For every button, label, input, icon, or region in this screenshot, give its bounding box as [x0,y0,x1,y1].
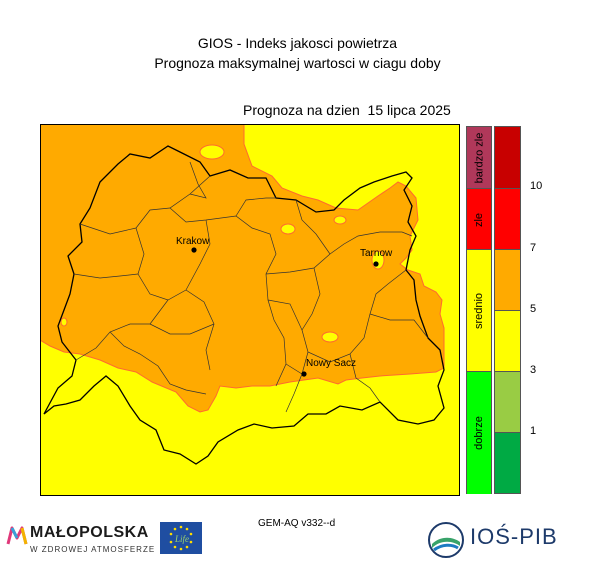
category-dobrze: dobrze [467,371,491,494]
scale-level [495,371,520,432]
ios-pib-name: IOŚ-PIB [470,524,558,549]
scale-tick: 7 [530,242,537,254]
eu-life-logo-icon: Life [160,522,202,554]
forecast-date: Prognoza na dzien 15 lipca 2025 [243,102,451,118]
scale-level [495,310,520,371]
yellow-island [333,215,347,225]
yellow-island [60,317,68,327]
scale-tick: 3 [530,364,537,376]
city-label: Tarnow [360,248,393,259]
category-srednio: srednio [467,249,491,372]
city-tarnow: Tarnow [360,248,393,267]
city-label: Nowy Sacz [306,358,356,369]
scale-level [495,127,520,188]
city-krakow: Krakow [176,236,210,253]
model-label: GEM-AQ v332--d [258,518,336,529]
yellow-island [280,223,296,235]
voivodeship-border [43,145,445,465]
svg-text:Life: Life [174,534,189,544]
scale-level [495,432,520,493]
orange-zone [40,124,445,413]
scale-tick: 1 [530,425,537,437]
city-label: Krakow [176,236,210,247]
malopolska-logo-icon [6,526,28,545]
scale-tick: 10 [530,180,543,192]
yellow-island [321,331,339,343]
yellow-island [199,144,225,160]
map-title: GIOS - Indeks jakosci powietrza [197,35,398,51]
forecast-map: Krakow Tarnow Nowy Sacz [40,124,460,496]
district-borders [73,161,429,413]
scale-tick: 5 [530,303,537,315]
category-zle: zle [467,188,491,250]
scale-level [495,188,520,249]
color-scale [494,126,521,494]
scale-level [495,249,520,310]
malopolska-name: MAŁOPOLSKA [30,524,149,541]
category-legend: bardzo zle zle srednio dobrze [466,126,492,494]
map-subtitle: Prognoza maksymalnej wartosci w ciagu do… [154,55,441,71]
category-bardzo-zle: bardzo zle [467,126,491,189]
city-nowy-sacz: Nowy Sacz [301,358,356,377]
ios-pib-logo-icon [428,522,464,558]
malopolska-slogan: W ZDROWEJ ATMOSFERZE [30,545,156,554]
